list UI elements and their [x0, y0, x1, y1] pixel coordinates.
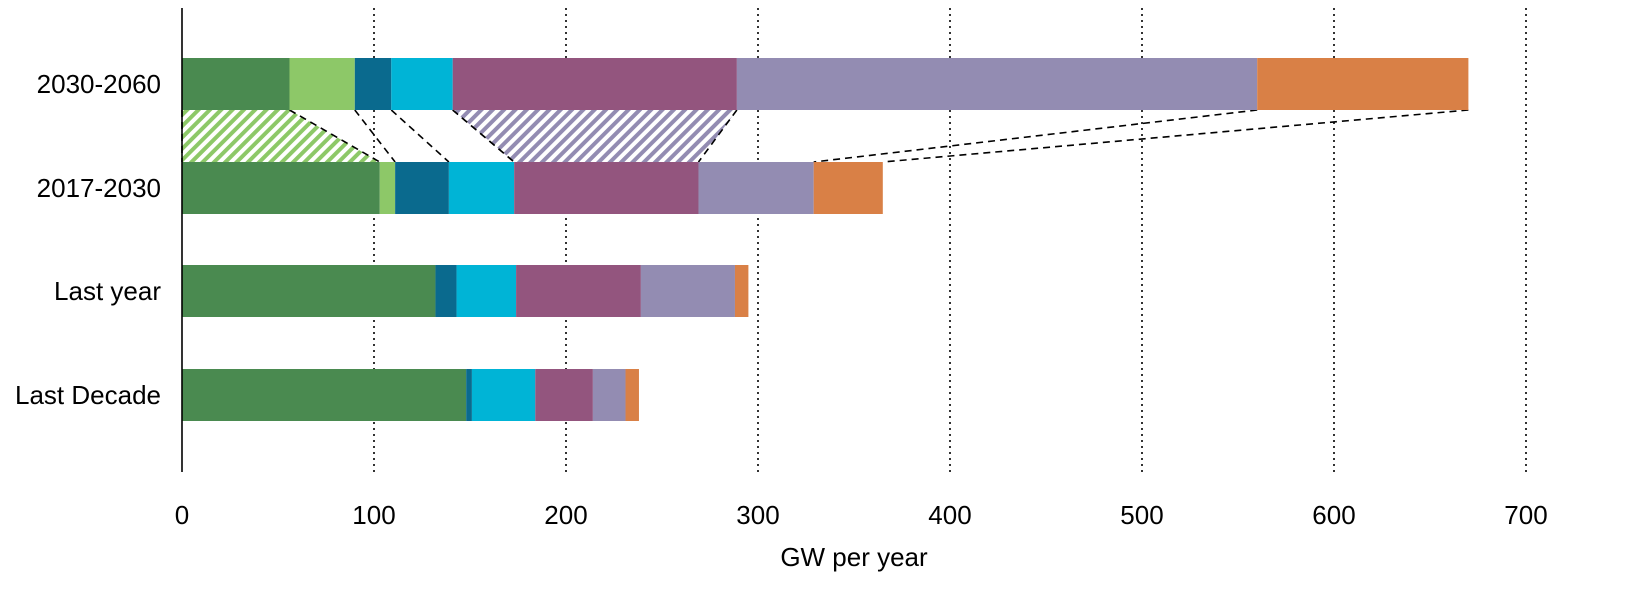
connector-line — [882, 109, 1469, 163]
bar-connectors — [181, 109, 1469, 163]
x-tick-label: 300 — [736, 500, 779, 530]
x-tick-label: 0 — [175, 500, 189, 530]
bar-segment — [698, 162, 814, 214]
bar-segment — [535, 369, 593, 421]
bar-segment — [452, 58, 737, 110]
bar-segment — [182, 369, 467, 421]
bars — [182, 58, 1469, 421]
bar-segment — [734, 265, 749, 317]
bar-segment — [379, 162, 396, 214]
x-tick-label: 400 — [928, 500, 971, 530]
bar-segment — [448, 162, 515, 214]
connector-line — [697, 109, 738, 163]
bar-segment — [736, 58, 1258, 110]
bar-segment — [395, 162, 449, 214]
bar-segment — [1257, 58, 1469, 110]
bar-segment — [640, 265, 735, 317]
bar-segment — [456, 265, 517, 317]
connector-line — [390, 109, 450, 163]
bar-segment — [592, 369, 626, 421]
bar-segment — [182, 162, 380, 214]
bar-segment — [182, 265, 436, 317]
bar-segment — [466, 369, 472, 421]
x-tick-label: 600 — [1312, 500, 1355, 530]
bar-segment — [435, 265, 457, 317]
category-label: Last year — [54, 276, 161, 306]
x-axis-title: GW per year — [780, 542, 928, 572]
bar-segment — [354, 58, 392, 110]
bar-segment — [471, 369, 536, 421]
x-tick-labels: 0 100 200 300 400 500 600 700 — [175, 500, 1548, 530]
bar-segment — [625, 369, 639, 421]
x-tick-label: 100 — [352, 500, 395, 530]
connector-line — [289, 109, 381, 163]
bar-segment — [514, 162, 699, 214]
category-label: Last Decade — [15, 380, 161, 410]
category-label: 2017-2030 — [37, 173, 161, 203]
category-label: 2030-2060 — [37, 69, 161, 99]
x-tick-label: 500 — [1120, 500, 1163, 530]
x-tick-label: 200 — [544, 500, 587, 530]
x-tick-label: 700 — [1504, 500, 1547, 530]
hatched-connector — [452, 110, 737, 162]
bar-segment — [813, 162, 883, 214]
bar-segment — [182, 58, 290, 110]
connector-line — [813, 109, 1258, 163]
category-labels: 2030-2060 2017-2030 Last year Last Decade — [15, 69, 161, 410]
connector-line — [452, 109, 515, 163]
bar-segment — [391, 58, 453, 110]
hatched-connector — [182, 110, 380, 162]
bar-segment — [516, 265, 641, 317]
connector-line — [354, 109, 396, 163]
bar-segment — [289, 58, 355, 110]
